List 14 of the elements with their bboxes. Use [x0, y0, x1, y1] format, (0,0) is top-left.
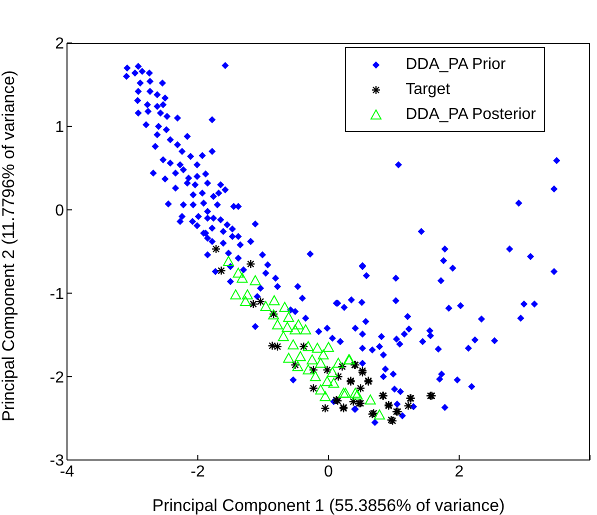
y-tick-label: 1 [55, 119, 64, 136]
legend-label: DDA_PA Prior [406, 56, 506, 74]
legend-label: DDA_PA Posterior [406, 106, 536, 124]
y-tick-label: -2 [50, 369, 64, 386]
y-axis-title: Principal Component 2 (11.7796% of variance) [0, 70, 18, 422]
x-tick-label: 0 [324, 463, 334, 480]
x-axis-title: Principal Component 1 (55.3856% of variance) [152, 496, 505, 515]
x-tick-label: -2 [190, 463, 205, 480]
y-tick-label: 0 [55, 202, 64, 220]
y-tick-label: -3 [50, 452, 64, 470]
y-tick-label: 2 [55, 36, 64, 53]
x-tick-label: 2 [454, 463, 464, 480]
y-tick-label: -1 [50, 286, 64, 303]
legend-label: Target [406, 80, 450, 98]
